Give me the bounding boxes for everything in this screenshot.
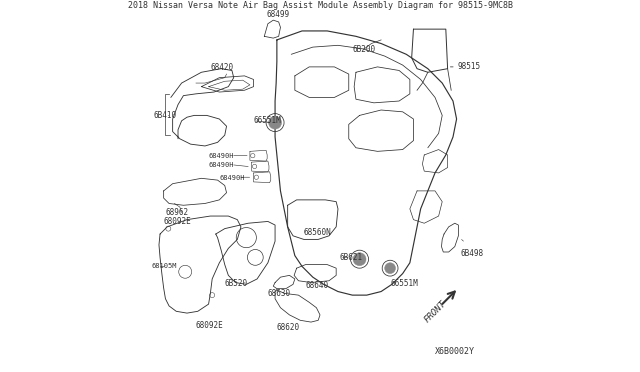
Text: 68420: 68420 (211, 63, 234, 72)
Circle shape (269, 116, 282, 129)
Text: X6B0002Y: X6B0002Y (435, 347, 475, 356)
Text: 98515: 98515 (458, 62, 481, 71)
Text: 68630: 68630 (268, 289, 291, 298)
Text: 6B498: 6B498 (461, 249, 484, 258)
Text: 68092E: 68092E (196, 321, 224, 330)
Circle shape (353, 253, 366, 266)
Text: 68490H: 68490H (209, 162, 234, 168)
Text: 68640: 68640 (306, 282, 329, 291)
Text: 68620: 68620 (277, 323, 300, 332)
Text: 6B200: 6B200 (353, 45, 376, 54)
Text: 68105M: 68105M (152, 263, 177, 269)
Text: 68499: 68499 (267, 10, 290, 19)
Text: FRONT: FRONT (422, 299, 448, 324)
Text: 66551M: 66551M (253, 116, 281, 125)
Text: 68490H: 68490H (209, 153, 234, 159)
Text: 66551M: 66551M (390, 279, 418, 288)
Text: 68560N: 68560N (304, 228, 332, 237)
Text: 68092E: 68092E (164, 217, 191, 226)
Circle shape (385, 263, 396, 273)
Text: 6B410: 6B410 (154, 111, 177, 120)
Text: 68962: 68962 (165, 208, 189, 217)
Text: 6B621: 6B621 (340, 253, 363, 262)
Title: 2018 Nissan Versa Note Air Bag Assist Module Assembly Diagram for 98515-9MC8B: 2018 Nissan Versa Note Air Bag Assist Mo… (127, 1, 513, 10)
Text: 68490H: 68490H (220, 175, 245, 181)
Text: 6B520: 6B520 (225, 279, 248, 288)
